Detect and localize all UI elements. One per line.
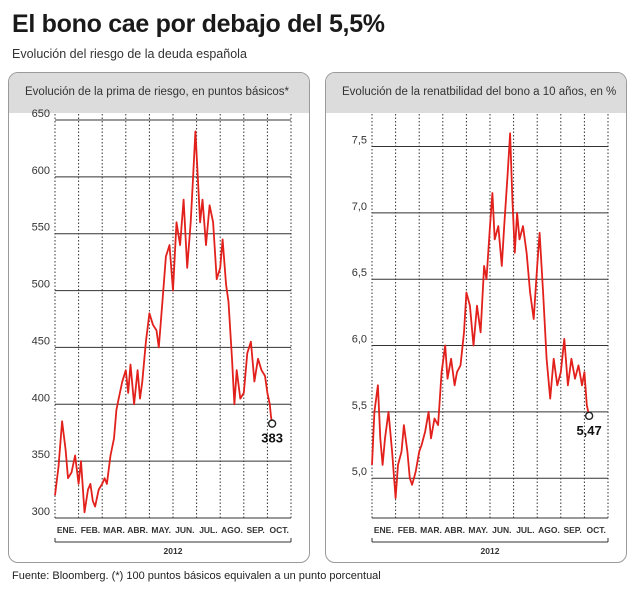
last-point-marker: [584, 411, 594, 421]
last-value-label: 5,47: [576, 423, 601, 438]
risk-premium-chart: 300 350 400 450 500 550 600 650 ENE. FEB. MAR. ABR.…: [32, 108, 292, 556]
last-value-label: 383: [261, 431, 283, 446]
month-label: SEP.: [563, 525, 581, 535]
y-tick-label: 400: [32, 392, 50, 404]
y-tick-label: 650: [32, 108, 50, 120]
month-label: ENE.: [374, 525, 394, 535]
month-label: AGO.: [221, 525, 243, 535]
month-label: FEB.: [81, 525, 100, 535]
month-label: SEP.: [246, 525, 264, 535]
month-label: OCT.: [270, 525, 289, 535]
month-label: AGO.: [538, 525, 560, 535]
bond-yield-panel-header: Evolución de la renatbilidad del bono a …: [326, 73, 626, 113]
page-title: El bono cae por debajo del 5,5%: [12, 10, 385, 38]
month-label: FEB.: [398, 525, 417, 535]
y-tick-label: 5,5: [352, 400, 367, 412]
month-label: ABR.: [444, 525, 465, 535]
bond-yield-panel: Evolución de la renatbilidad del bono a …: [325, 72, 627, 563]
month-label: JUN.: [492, 525, 511, 535]
year-label: 2012: [481, 546, 500, 556]
y-tick-label: 600: [32, 165, 50, 177]
source-note: Fuente: Bloomberg. (*) 100 puntos básico…: [12, 570, 381, 582]
series-line: [371, 132, 590, 500]
risk-premium-panel: Evolución de la prima de riesgo, en punt…: [8, 72, 310, 563]
y-tick-label: 550: [32, 222, 50, 234]
risk-premium-panel-header: Evolución de la prima de riesgo, en punt…: [9, 73, 309, 113]
y-tick-label: 7,0: [352, 201, 367, 213]
month-label: ENE.: [57, 525, 77, 535]
month-label: MAR.: [103, 525, 125, 535]
month-label: JUL.: [199, 525, 217, 535]
risk-premium-chart-title: Evolución de la prima de riesgo, en punt…: [25, 86, 290, 98]
bond-yield-chart: 5,0 5,5 6,0 6,5 7,0 7,5 ENE. FEB. MAR. ABR. MAY. JU…: [352, 114, 609, 556]
y-tick-label: 350: [32, 449, 50, 461]
bond-yield-chart-title: Evolución de la renatbilidad del bono a …: [342, 86, 617, 98]
y-tick-label: 450: [32, 335, 50, 347]
y-tick-label: 6,0: [352, 334, 367, 346]
month-label: JUL.: [516, 525, 534, 535]
y-tick-label: 6,5: [352, 267, 367, 279]
y-tick-label: 500: [32, 279, 50, 291]
y-tick-label: 300: [32, 506, 50, 518]
month-label: MAR.: [420, 525, 442, 535]
last-point-marker: [267, 419, 277, 428]
month-label: OCT.: [587, 525, 606, 535]
y-tick-label: 5,0: [352, 466, 367, 478]
month-label: JUN.: [175, 525, 194, 535]
month-label: ABR.: [127, 525, 148, 535]
month-label: MAY.: [468, 525, 488, 535]
year-label: 2012: [164, 546, 183, 556]
y-tick-label: 7,5: [352, 135, 367, 147]
month-label: MAY.: [151, 525, 171, 535]
page-subtitle: Evolución del riesgo de la deuda español…: [12, 47, 247, 61]
series-line: [54, 130, 273, 514]
